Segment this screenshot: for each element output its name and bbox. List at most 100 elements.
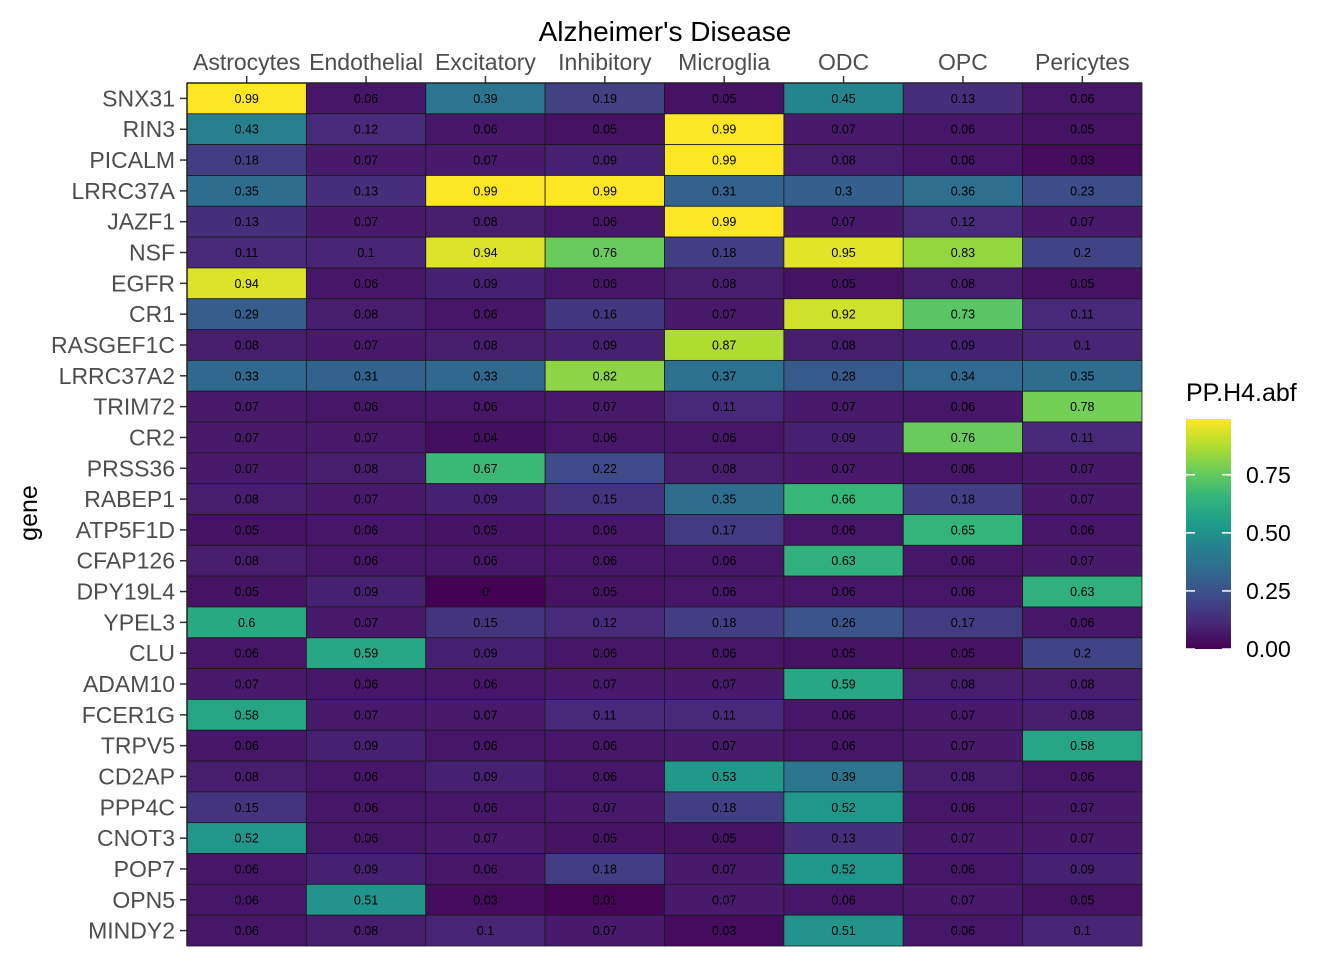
heatmap-cell [186,113,307,146]
cell-value-label: 0.76 [951,431,975,445]
heatmap-cell [425,760,546,793]
heatmap-cell [902,883,1024,916]
heatmap-cell [544,421,665,454]
heatmap-cell [1022,483,1143,515]
column-label: OPC [938,49,988,75]
heatmap-cell [902,853,1024,885]
cell-value-label: 0.06 [473,123,497,137]
cell-value-label: 0.05 [1070,123,1094,137]
row-label: OPN5 [112,887,175,913]
cell-value-label: 0.06 [473,862,497,876]
heatmap-cell [902,514,1024,546]
cell-value-label: 0.39 [831,770,855,784]
row-label: TRIM72 [93,394,175,420]
cell-value-label: 0.07 [831,215,855,229]
cell-value-label: 0.06 [354,832,378,846]
cell-value-label: 0.1 [357,246,374,260]
heatmap-cell [544,853,665,885]
heatmap-cell [425,699,546,731]
heatmap-cell [305,329,427,361]
heatmap-cell [186,606,307,639]
cell-value-label: 0.07 [235,431,259,445]
heatmap-cell [1022,914,1143,947]
heatmap-cell [1022,514,1143,546]
cell-value-label: 0.12 [354,123,378,137]
heatmap-cell [783,82,904,115]
cell-value-label: 0.05 [593,585,617,599]
cell-value-label: 0.03 [473,893,497,907]
cell-value-label: 0.07 [712,893,736,907]
row-label: RABEP1 [84,486,175,512]
cell-value-label: 0.06 [831,585,855,599]
cell-value-label: 0.07 [235,678,259,692]
heatmap-cell [305,267,427,300]
cell-value-label: 0.06 [1070,523,1094,537]
cell-value-label: 0.58 [235,708,259,722]
heatmap-cell [902,236,1024,269]
heatmap-cell [305,729,427,762]
legend-tick-label: 0.75 [1246,462,1291,488]
heatmap-cell [1022,729,1143,762]
cell-value-label: 0.87 [712,338,736,352]
row-labels: SNX31 RIN3 PICALM LRRC37A JAZF1 NSF EGFR CR1 RAS… [51,85,176,943]
heatmap-cell [305,483,427,515]
cell-value-label: 0.03 [1070,154,1094,168]
cell-value-label: 0.19 [593,92,617,106]
heatmap-cell [783,883,904,916]
heatmap-cell [1022,544,1143,577]
cell-value-label: 0.08 [1070,678,1094,692]
row-label: RASGEF1C [51,332,175,358]
cell-value-label: 0.07 [1070,554,1094,568]
cell-value-label: 0.06 [235,647,259,661]
heatmap-cell [783,236,904,269]
cell-value-label: 0.39 [473,92,497,106]
cell-value-label: 0.07 [712,739,736,753]
cell-value-label: 0.11 [1071,431,1094,445]
heatmap-cell [664,699,785,731]
heatmap-cell [425,853,546,885]
cell-value-label: 0.05 [593,123,617,137]
row-label: CNOT3 [97,825,175,851]
cell-value-label: 0.06 [951,924,975,938]
cell-value-label: 0.99 [712,123,736,137]
heatmap-cell [425,791,546,824]
y-axis-title: gene [15,485,43,541]
cell-value-label: 0.13 [235,215,259,229]
cell-value-label: 0.2 [1074,647,1091,661]
heatmap-cell [305,514,427,546]
cell-value-label: 0.76 [593,246,617,260]
heatmap-cell [783,699,904,731]
cell-value-label: 0.08 [1070,708,1094,722]
cell-value-label: 0.09 [354,862,378,876]
heatmap-cell [902,914,1024,947]
cell-value-label: 0.1 [1074,338,1091,352]
cell-value-label: 0.09 [354,739,378,753]
heatmap-cell [664,668,785,700]
heatmap-cell [1022,390,1143,423]
heatmap-cell [783,483,904,515]
cell-value-label: 0.06 [593,431,617,445]
cell-value-label: 0.17 [712,523,736,537]
heatmap-cell [902,452,1024,485]
heatmap-cell [664,914,785,947]
cell-value-label: 0.07 [1070,462,1094,476]
heatmap-cell [783,359,904,392]
cell-value-label: 0.05 [235,585,259,599]
heatmap-cell [544,267,665,300]
cell-value-label: 0.06 [593,554,617,568]
cell-value-label: 0.06 [354,277,378,291]
cell-value-label: 0.06 [473,678,497,692]
heatmap-cell [902,483,1024,515]
cell-value-label: 0.13 [831,832,855,846]
legend-tick-label: 0.00 [1246,636,1291,662]
heatmap-cell [902,668,1024,700]
heatmap-cell [425,390,546,423]
heatmap-cell [425,483,546,515]
heatmap-cell [305,390,427,423]
cell-value-label: 0.03 [712,924,736,938]
heatmap-cell [544,514,665,546]
cell-value-label: 0.06 [354,770,378,784]
cell-value-label: 0.18 [235,154,259,168]
cell-value-label: 0.06 [712,554,736,568]
